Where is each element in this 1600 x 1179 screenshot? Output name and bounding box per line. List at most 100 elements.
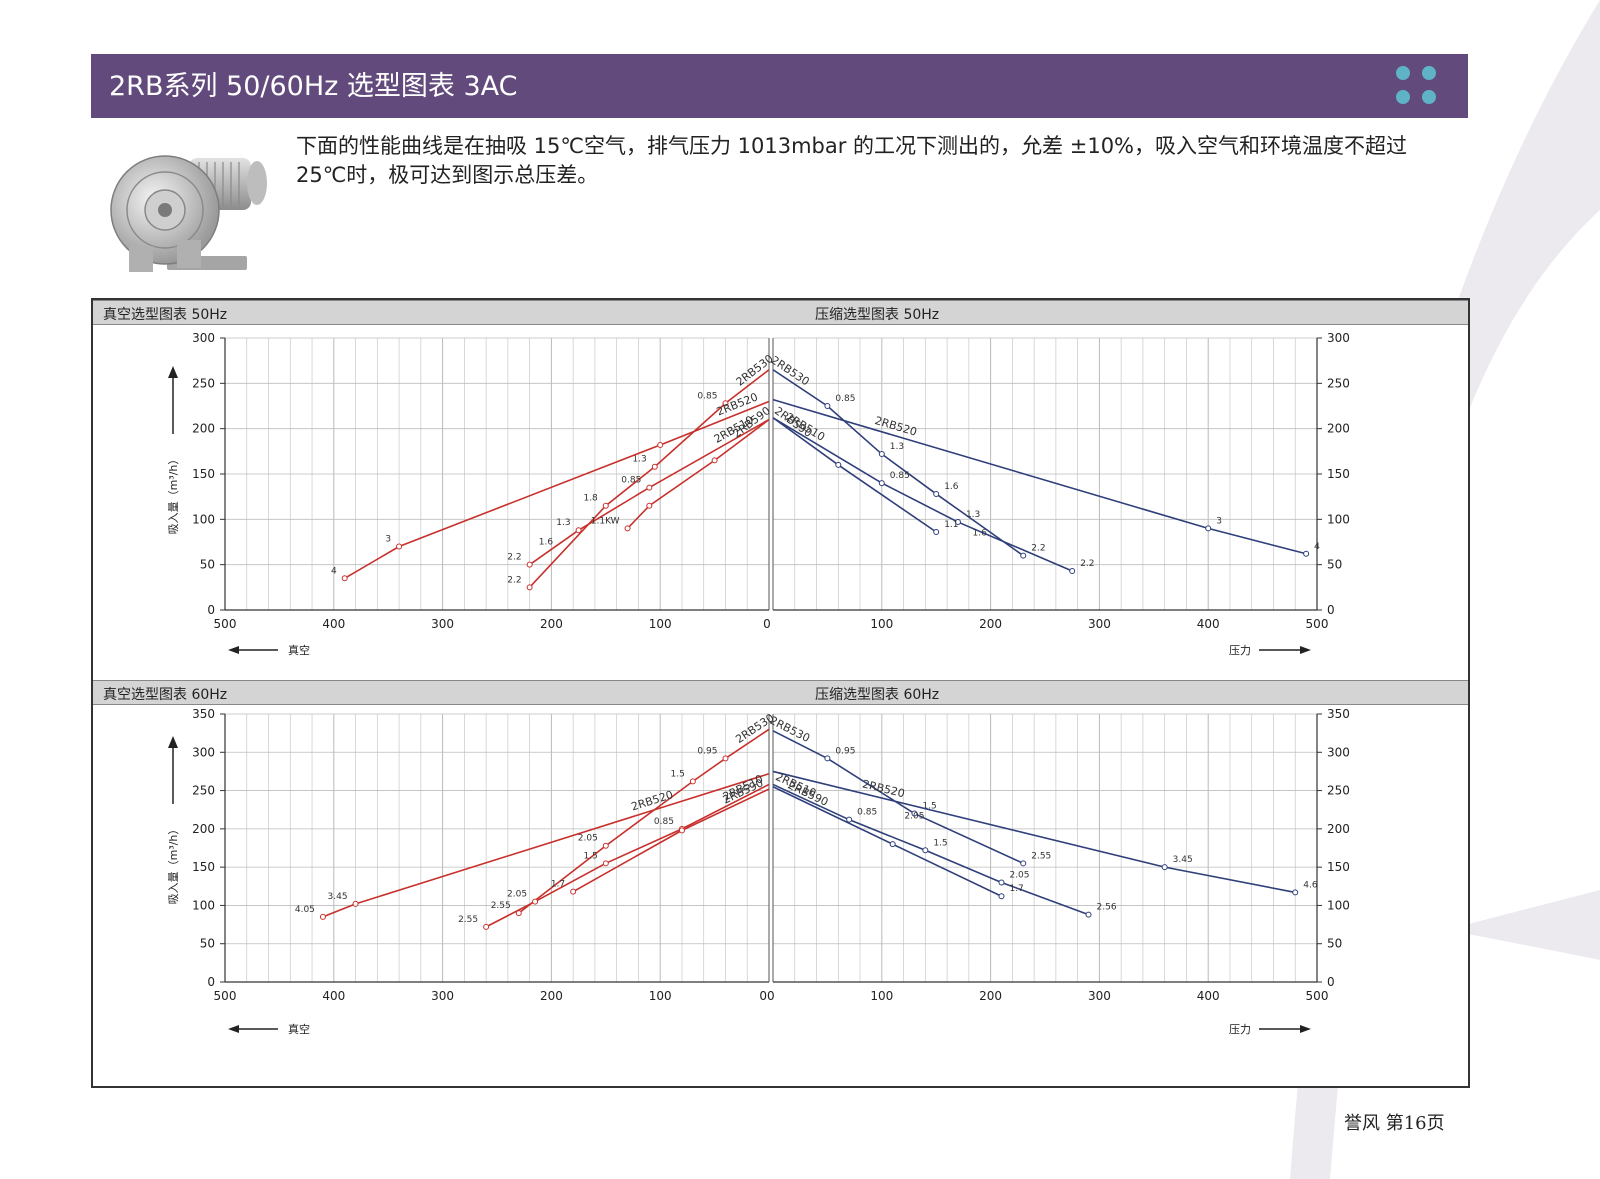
chart-50hz: 0 0 50 50 100 100 150 150 200 200 250 250 300 300 0 100…	[167, 331, 1350, 657]
x-tick-label-right: 400	[1197, 617, 1220, 631]
point-label: 0.85	[857, 808, 877, 818]
x-tick-label-right: 100	[870, 617, 893, 631]
x-tick-label-right: 00	[759, 989, 774, 1003]
point-label: 2.05	[1009, 870, 1029, 880]
chart-header-50hz: 真空选型图表 50Hz 压缩选型图表 50Hz	[93, 300, 1468, 325]
y-tick-label-right: 0	[1327, 975, 1335, 989]
x-tick-label-left: 500	[214, 989, 237, 1003]
data-point	[824, 755, 831, 762]
x-axis-label-right: 压力	[1229, 644, 1251, 657]
point-label: 1.5	[933, 838, 947, 848]
point-label: 3.45	[328, 892, 348, 902]
point-label: 2.2	[1080, 559, 1094, 569]
series-label: 2RB520	[873, 414, 918, 439]
chart-panel: 真空选型图表 50Hz 压缩选型图表 50Hz 0 0 50 50 100 100 150 1…	[91, 298, 1470, 1088]
point-label: 1.5	[671, 769, 685, 779]
x-axis-label-right: 压力	[1229, 1023, 1251, 1036]
x-tick-label-left: 400	[322, 617, 345, 631]
point-label: 0.85	[890, 471, 910, 481]
x-tick-label-left: 200	[540, 617, 563, 631]
y-tick-label-right: 50	[1327, 558, 1342, 572]
data-point	[602, 502, 609, 509]
point-label: 4.05	[295, 905, 315, 915]
point-label: 3	[385, 535, 391, 545]
data-point	[878, 451, 885, 458]
data-point	[678, 827, 685, 834]
y-tick-label-left: 300	[192, 745, 215, 759]
data-point	[824, 403, 831, 409]
vacuum-series-2rb520	[344, 400, 770, 579]
point-label: 1.6	[944, 482, 959, 492]
point-label: 1.3	[556, 518, 570, 528]
x-axis-label-left: 真空	[288, 1022, 310, 1036]
data-point	[933, 490, 940, 497]
y-tick-label-left: 200	[192, 422, 215, 436]
point-label: 2.05	[904, 812, 924, 822]
data-point	[1020, 552, 1027, 559]
arrow-head-icon	[1300, 646, 1311, 654]
x-tick-label-right: 400	[1197, 989, 1220, 1003]
data-point	[689, 778, 696, 785]
point-label: 3.45	[1173, 855, 1193, 865]
data-point	[835, 461, 842, 468]
x-tick-label-left: 500	[214, 617, 237, 631]
x-tick-label-right: 100	[870, 989, 893, 1003]
x-tick-label-left: 400	[322, 989, 345, 1003]
data-point	[878, 480, 885, 487]
intro-text: 下面的性能曲线是在抽吸 15℃空气，排气压力 1013mbar 的工况下测出的，…	[296, 134, 1408, 187]
data-point	[483, 923, 490, 930]
x-tick-label-right: 300	[1088, 617, 1111, 631]
data-point	[396, 543, 403, 550]
y-tick-label-right: 200	[1327, 822, 1350, 836]
data-point	[1161, 864, 1168, 871]
grid	[224, 337, 1318, 611]
x-tick-label-right: 200	[979, 989, 1002, 1003]
data-point	[998, 893, 1005, 900]
data-point	[319, 913, 326, 920]
x-axis-label-left: 真空	[288, 643, 310, 657]
x-tick-label-right: 500	[1306, 617, 1329, 631]
data-point	[1303, 550, 1310, 557]
data-point	[352, 900, 359, 907]
y-tick-label-right: 0	[1327, 603, 1335, 617]
point-label: 1.7	[1009, 884, 1023, 894]
page-footer: 誉风 第16页	[1344, 1113, 1445, 1134]
y-tick-label-right: 100	[1327, 512, 1350, 526]
x-tick-label-right: 200	[979, 617, 1002, 631]
data-point	[624, 525, 631, 532]
blower-image	[110, 155, 267, 272]
data-point	[889, 841, 896, 848]
y-tick-label-right: 200	[1327, 422, 1350, 436]
point-label: 2.56	[1097, 903, 1117, 913]
data-point	[526, 561, 533, 568]
data-point	[911, 810, 918, 817]
data-point	[602, 860, 609, 867]
point-label: 0.85	[654, 817, 674, 827]
data-point	[1085, 911, 1092, 918]
pressure-series-2rb510	[772, 417, 1073, 572]
point-label: 1.3	[890, 442, 904, 452]
y-tick-label-left: 350	[192, 707, 215, 721]
data-point	[711, 457, 718, 464]
point-label: 2.55	[1031, 851, 1051, 861]
data-point	[602, 842, 609, 849]
x-tick-label-left: 100	[649, 989, 672, 1003]
series-label: 2RB530	[768, 714, 812, 745]
y-tick-label-left: 250	[192, 376, 215, 390]
point-label: 0.85	[621, 476, 641, 486]
point-label: 0.85	[697, 391, 717, 401]
point-label: 2.2	[1031, 544, 1045, 554]
pressure-chart-title-60hz: 压缩选型图表 60Hz	[815, 687, 940, 703]
page-header: 2RB系列 50/60Hz 选型图表 3AC	[91, 54, 1468, 118]
y-tick-label-right: 250	[1327, 784, 1350, 798]
data-point	[1020, 860, 1027, 867]
data-point	[646, 502, 653, 509]
y-tick-label-right: 300	[1327, 745, 1350, 759]
grid	[224, 713, 1318, 983]
data-point	[954, 519, 961, 526]
vacuum-chart-title-60hz: 真空选型图表 60Hz	[103, 687, 228, 703]
y-tick-label-left: 0	[207, 603, 215, 617]
arrow-head-icon	[228, 646, 239, 654]
x-tick-label-left: 100	[649, 617, 672, 631]
